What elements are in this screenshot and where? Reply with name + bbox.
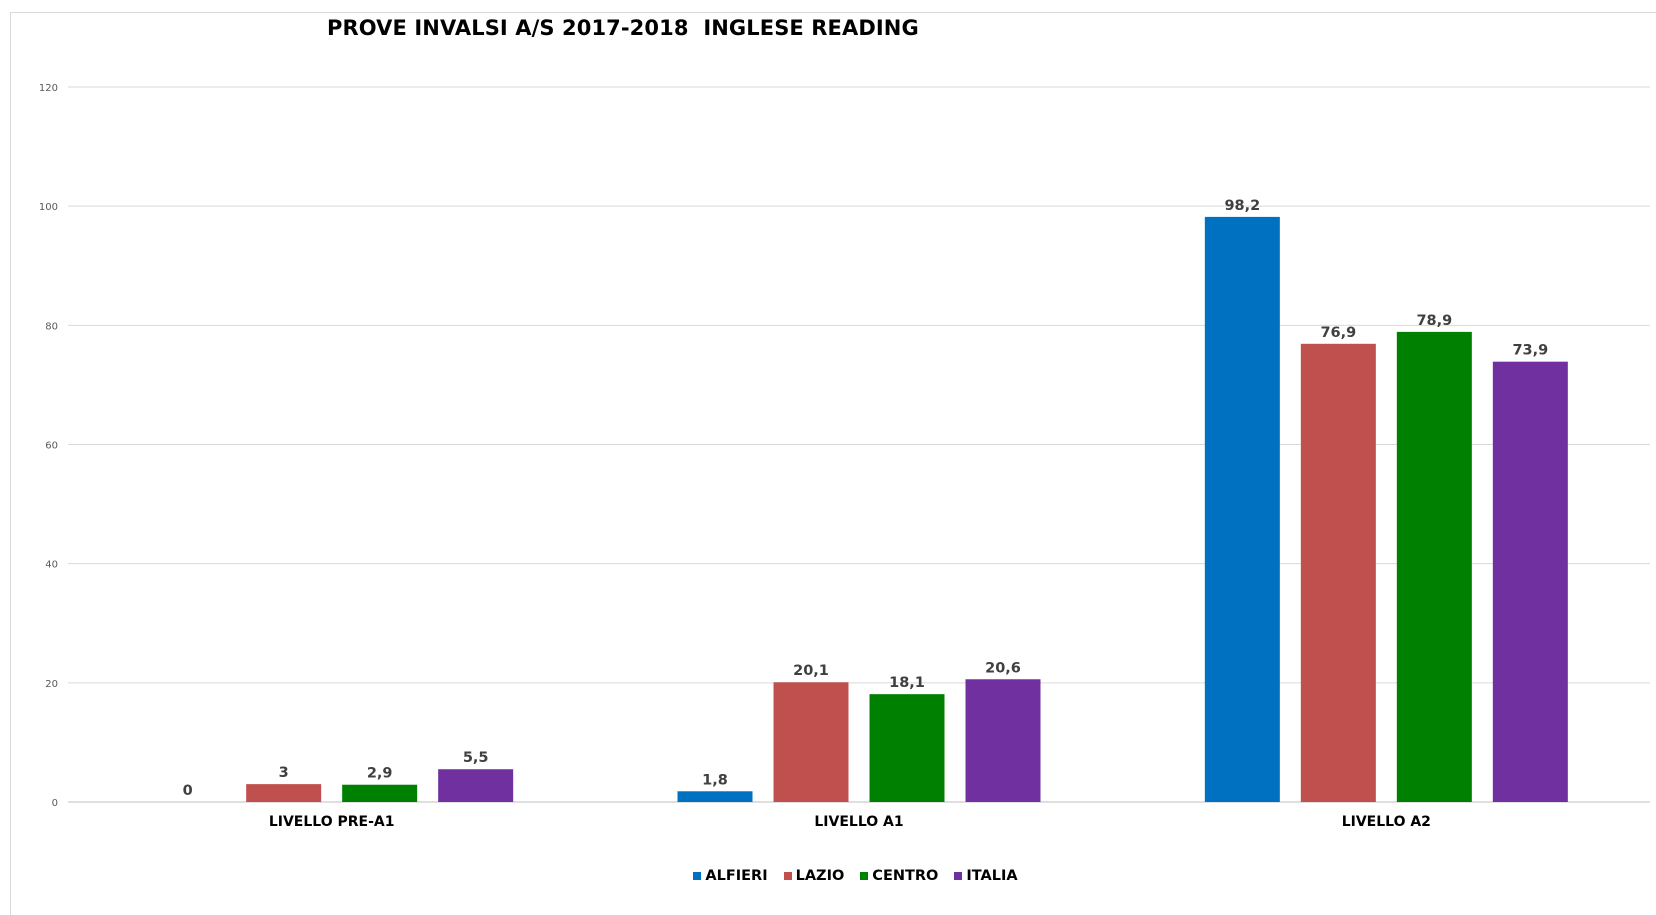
bar — [773, 682, 849, 802]
data-label: 73,9 — [1512, 343, 1548, 359]
bar — [438, 769, 514, 802]
category-label: LIVELLO A1 — [814, 814, 903, 830]
chart-legend: ALFIERI LAZIO CENTRO ITALIA — [0, 868, 1656, 884]
y-tick-label: 20 — [45, 679, 58, 690]
legend-swatch — [954, 872, 963, 880]
data-label: 98,2 — [1224, 198, 1260, 214]
data-label: 18,1 — [889, 675, 925, 691]
data-label: 5,5 — [463, 750, 489, 766]
legend-item: CENTRO — [860, 868, 938, 884]
data-label: 0 — [183, 783, 193, 799]
y-tick-label: 40 — [45, 560, 58, 571]
legend-item: LAZIO — [783, 868, 845, 884]
legend-label: LAZIO — [795, 868, 845, 884]
category-label: LIVELLO A2 — [1342, 814, 1431, 830]
legend-swatch — [693, 872, 702, 880]
bar — [869, 694, 945, 802]
data-label: 20,6 — [985, 660, 1021, 676]
legend-item: ALFIERI — [693, 868, 768, 884]
bar — [1396, 331, 1472, 802]
legend-swatch — [783, 872, 792, 880]
data-label: 78,9 — [1416, 313, 1452, 329]
bar — [677, 791, 753, 802]
bar — [342, 784, 418, 802]
y-tick-label: 80 — [45, 321, 58, 332]
data-label: 1,8 — [702, 772, 728, 788]
bar — [965, 679, 1041, 802]
legend-swatch — [860, 872, 869, 880]
bar — [1204, 216, 1280, 802]
legend-label: ALFIERI — [705, 868, 768, 884]
bar — [1300, 343, 1376, 802]
data-label: 76,9 — [1320, 325, 1356, 341]
legend-label: ITALIA — [966, 868, 1018, 884]
y-tick-label: 120 — [39, 83, 58, 94]
category-label: LIVELLO PRE-A1 — [269, 814, 395, 830]
data-label: 3 — [279, 765, 289, 781]
data-label: 2,9 — [367, 766, 393, 782]
bar — [1492, 361, 1568, 802]
legend-label: CENTRO — [872, 868, 939, 884]
y-tick-label: 0 — [52, 798, 58, 809]
chart-frame — [10, 12, 1656, 915]
y-tick-label: 60 — [45, 441, 58, 452]
data-label: 20,1 — [793, 663, 829, 679]
chart-title: PROVE INVALSI A/S 2017-2018 INGLESE READ… — [327, 16, 919, 40]
bar — [246, 784, 322, 802]
legend-item: ITALIA — [954, 868, 1018, 884]
y-tick-label: 100 — [39, 202, 58, 213]
